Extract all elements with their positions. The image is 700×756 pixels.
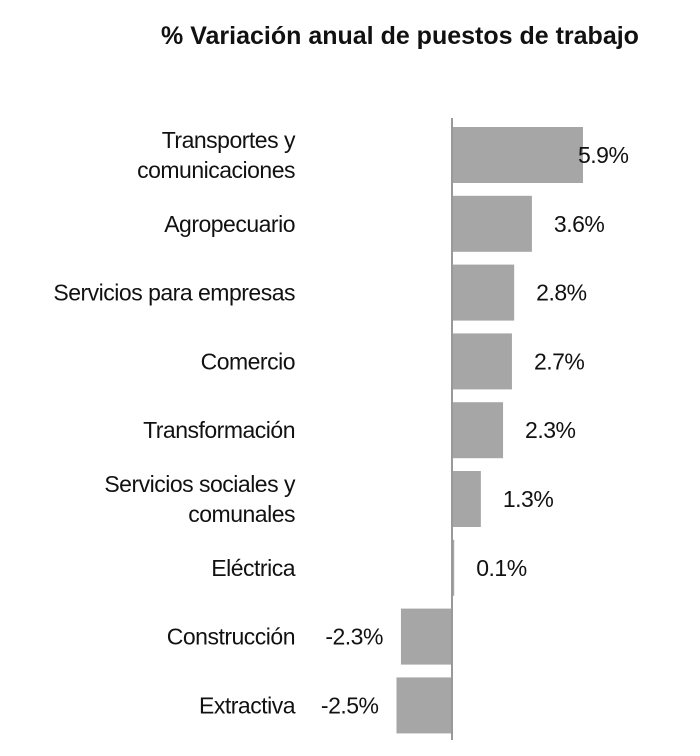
category-label: Eléctrica — [211, 555, 295, 581]
data-label: 2.3% — [525, 417, 575, 443]
bar — [396, 677, 452, 734]
category-label: comunicaciones — [137, 157, 295, 183]
category-label: Transformación — [143, 417, 295, 443]
bar — [400, 608, 452, 665]
bar — [452, 471, 481, 527]
data-label: 2.7% — [534, 348, 584, 374]
data-label: -2.5% — [321, 692, 379, 718]
bar — [452, 195, 532, 252]
category-label: Agropecuario — [164, 211, 295, 237]
bar — [452, 264, 515, 321]
data-label: 2.8% — [536, 280, 586, 306]
category-label: Construcción — [167, 624, 295, 650]
bar — [452, 333, 512, 390]
category-label: comunales — [188, 501, 295, 527]
chart-title: % Variación anual de puestos de trabajo — [161, 22, 639, 50]
category-label: Servicios para empresas — [53, 280, 295, 306]
category-label: Extractiva — [199, 692, 296, 718]
category-label: Comercio — [201, 348, 295, 374]
data-label: 1.3% — [503, 486, 553, 512]
bar — [452, 127, 583, 183]
data-label: 5.9% — [578, 142, 628, 168]
category-label: Servicios sociales y — [104, 471, 296, 497]
data-label: 0.1% — [476, 555, 526, 581]
bar — [452, 402, 504, 459]
data-label: -2.3% — [325, 624, 383, 650]
bar — [452, 539, 455, 596]
data-label: 3.6% — [554, 211, 604, 237]
category-label: Transportes y — [162, 127, 296, 153]
